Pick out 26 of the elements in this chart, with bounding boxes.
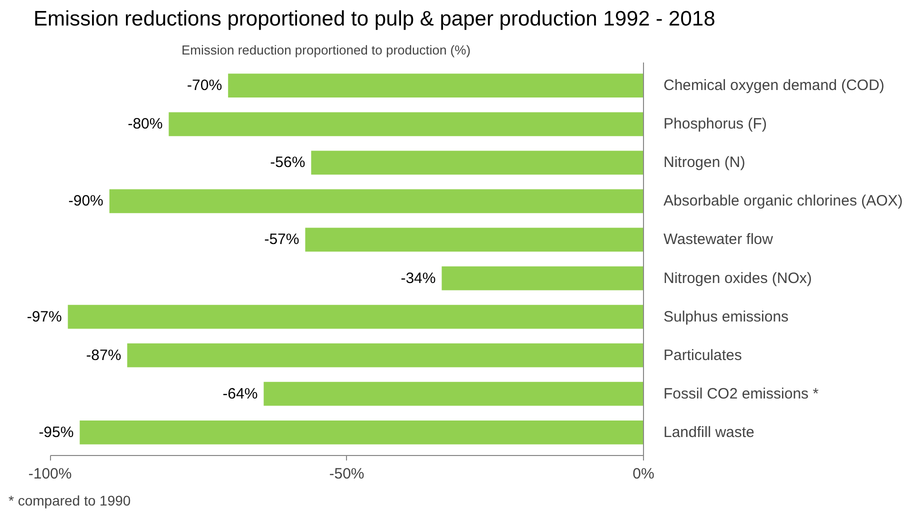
x-tick-label: -50% — [329, 466, 364, 482]
data-label: -56% — [270, 154, 306, 172]
y-tick-label: Sulphus emissions — [664, 308, 789, 326]
x-tick-label: 0% — [632, 466, 654, 482]
text: * compared to 1990 — [8, 492, 131, 508]
y-tick-label: Nitrogen (N) — [664, 154, 746, 172]
y-tick-label: Absorbable organic chlorines (AOX) — [664, 192, 903, 210]
data-label: -80% — [128, 116, 163, 133]
data-label: -90% — [68, 192, 104, 210]
x-tick-label: -100% — [28, 466, 72, 482]
y-tick-label: Particulates — [664, 346, 742, 364]
y-tick-label: Chemical oxygen demand (COD) — [664, 77, 884, 94]
y-tick-label: Fossil CO2 emissions * — [664, 385, 819, 402]
data-label: -34% — [400, 270, 436, 287]
y-tick-label: Nitrogen oxides (NOx) — [664, 270, 812, 287]
data-label: -95% — [38, 424, 74, 441]
data-label: -70% — [187, 77, 222, 94]
data-label: -87% — [86, 346, 122, 364]
chart-title: Emission reductions proportioned to pulp & paper production 1992 - 2018 — [34, 8, 716, 30]
data-label: -64% — [222, 385, 258, 402]
y-tick-label: Wastewater flow — [664, 231, 774, 248]
data-label: -97% — [26, 308, 62, 326]
y-tick-label: Landfill waste — [664, 424, 754, 441]
x-axis-title: Emission reduction proportioned to production (%) — [181, 42, 471, 58]
y-tick-label: Phosphorus (F) — [664, 116, 767, 133]
data-label: -57% — [264, 231, 300, 248]
